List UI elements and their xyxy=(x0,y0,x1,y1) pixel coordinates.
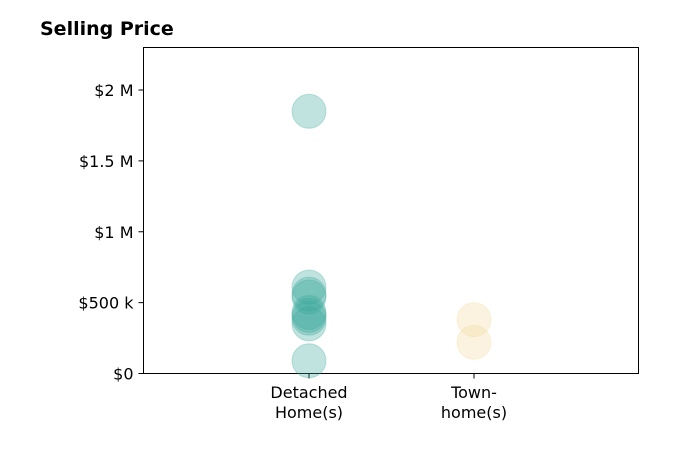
data-point xyxy=(291,276,327,312)
y-tick-label: $1.5 M xyxy=(79,152,134,171)
data-point xyxy=(291,300,327,336)
plot-area xyxy=(143,47,639,374)
x-category-label: Town-home(s) xyxy=(441,383,507,422)
y-tick-label: $1 M xyxy=(94,223,133,242)
data-points xyxy=(291,93,492,379)
y-axis: $0 $500 k $1 M $1.5 M $2 M xyxy=(78,81,144,384)
data-point xyxy=(291,93,327,129)
x-category-label-line: Home(s) xyxy=(275,403,343,422)
data-point xyxy=(291,297,327,333)
y-tick-label: $2 M xyxy=(94,81,133,100)
y-tick-label: $500 k xyxy=(78,294,134,313)
data-point xyxy=(291,279,327,315)
data-point xyxy=(456,302,492,338)
data-point xyxy=(291,343,327,379)
chart-title: Selling Price xyxy=(40,18,174,40)
y-tick-label: $0 xyxy=(113,365,133,384)
data-point xyxy=(291,269,327,305)
x-category-label-line: home(s) xyxy=(441,403,507,422)
data-point xyxy=(291,295,327,331)
x-axis: Detached Home(s) Town-home(s) xyxy=(270,373,507,422)
x-category-label-line: Town- xyxy=(450,383,497,402)
data-point xyxy=(291,306,327,342)
x-category-label-line: Detached xyxy=(270,383,347,402)
x-category-label: Detached Home(s) xyxy=(270,383,347,422)
data-point xyxy=(456,324,492,360)
